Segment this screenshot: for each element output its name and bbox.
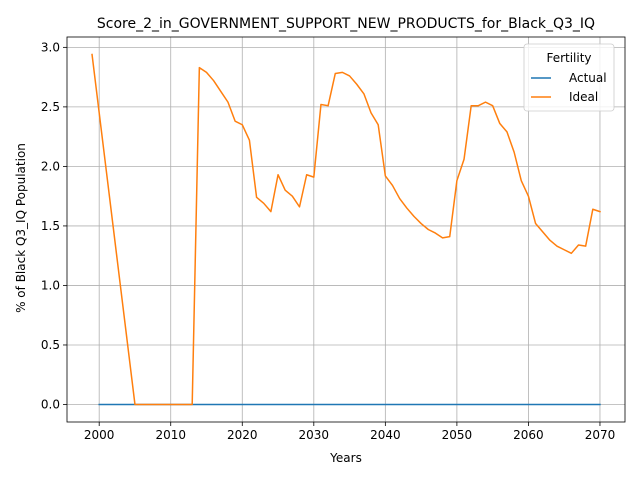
x-tick-label: 2040: [370, 428, 401, 442]
x-tick-label: 2050: [442, 428, 473, 442]
x-tick-label: 2000: [84, 428, 115, 442]
series-line-ideal: [91, 53, 601, 406]
y-tick-label: 3.0: [41, 40, 60, 54]
chart-title: Score_2_in_GOVERNMENT_SUPPORT_NEW_PRODUC…: [97, 16, 595, 32]
x-axis: 2000 2010 2020 2030 2040 2050 2060 2070: [84, 422, 615, 442]
y-tick-label: 0.5: [41, 338, 60, 352]
y-tick-label: 2.0: [41, 159, 60, 173]
x-tick-label: 2010: [155, 428, 186, 442]
y-tick-label: 2.5: [41, 100, 60, 114]
plot-frame: [66, 36, 626, 423]
x-tick-label: 2020: [227, 428, 258, 442]
x-axis-label: Years: [329, 451, 362, 465]
legend-label-ideal: Ideal: [569, 90, 598, 104]
legend-box: [523, 43, 615, 112]
y-axis-label: % of Black Q3_IQ Population: [14, 143, 28, 313]
legend-title: Fertility: [546, 51, 591, 65]
y-tick-label: 0.0: [41, 398, 60, 412]
y-tick-label: 1.0: [41, 278, 60, 292]
y-axis: 0.0 0.5 1.0 1.5 2.0 2.5 3.0: [41, 40, 67, 412]
x-tick-label: 2060: [513, 428, 544, 442]
legend: Fertility Actual Ideal: [523, 43, 615, 112]
x-tick-label: 2070: [585, 428, 616, 442]
y-tick-label: 1.5: [41, 219, 60, 233]
legend-label-actual: Actual: [569, 71, 607, 85]
series-lines: [91, 53, 601, 406]
x-tick-label: 2030: [299, 428, 330, 442]
